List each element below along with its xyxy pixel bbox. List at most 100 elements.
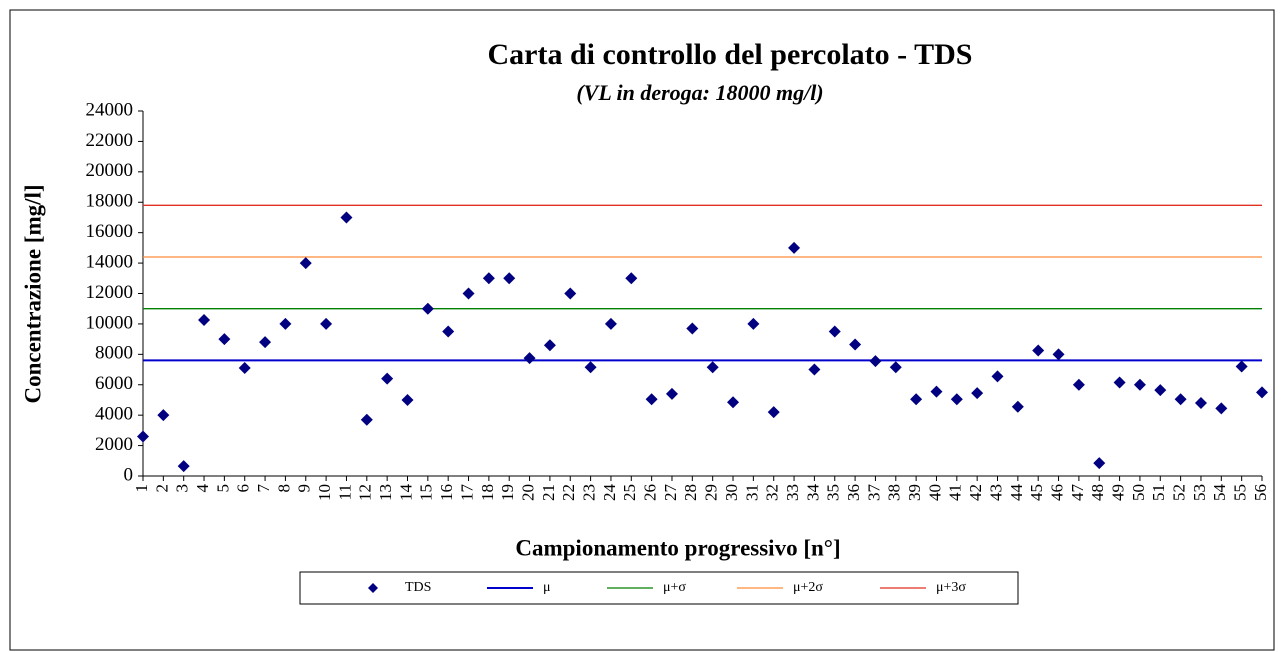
data-point bbox=[604, 317, 617, 330]
data-point bbox=[625, 272, 638, 285]
y-tick-label: 16000 bbox=[86, 221, 134, 242]
x-tick-label: 34 bbox=[803, 484, 822, 502]
x-tick-label: 4 bbox=[193, 484, 212, 493]
x-tick-label: 3 bbox=[173, 484, 192, 493]
legend-marker bbox=[368, 583, 378, 593]
data-point bbox=[788, 241, 801, 254]
data-point bbox=[299, 257, 312, 270]
data-point bbox=[482, 272, 495, 285]
x-tick-label: 55 bbox=[1231, 484, 1250, 501]
data-point bbox=[747, 317, 760, 330]
x-tick-label: 14 bbox=[396, 484, 415, 502]
data-point bbox=[462, 287, 475, 300]
data-point bbox=[1072, 378, 1085, 391]
x-tick-label: 49 bbox=[1108, 484, 1127, 501]
x-tick-label: 1 bbox=[132, 484, 151, 493]
x-tick-label: 8 bbox=[274, 484, 293, 493]
x-tick-label: 27 bbox=[661, 484, 680, 502]
x-tick-label: 36 bbox=[844, 484, 863, 501]
x-tick-label: 20 bbox=[518, 484, 537, 501]
y-tick-label: 14000 bbox=[86, 251, 134, 272]
x-tick-label: 25 bbox=[620, 484, 639, 501]
x-tick-label: 53 bbox=[1190, 484, 1209, 501]
data-point bbox=[727, 396, 740, 409]
x-tick-label: 54 bbox=[1210, 484, 1229, 502]
data-point bbox=[584, 361, 597, 374]
x-tick-label: 43 bbox=[986, 484, 1005, 501]
data-point bbox=[564, 287, 577, 300]
x-tick-label: 38 bbox=[885, 484, 904, 501]
data-point bbox=[279, 317, 292, 330]
y-tick-label: 4000 bbox=[95, 404, 133, 425]
y-tick-label: 18000 bbox=[86, 191, 134, 212]
x-tick-label: 10 bbox=[315, 484, 334, 501]
x-tick-label: 5 bbox=[213, 484, 232, 493]
x-tick-label: 26 bbox=[641, 484, 660, 501]
legend-label: μ bbox=[543, 580, 551, 595]
data-point bbox=[523, 352, 536, 365]
data-point bbox=[1235, 360, 1248, 373]
data-point bbox=[503, 272, 516, 285]
x-tick-label: 28 bbox=[681, 484, 700, 501]
x-tick-label: 44 bbox=[1007, 483, 1026, 501]
x-tick-label: 12 bbox=[356, 484, 375, 501]
data-point bbox=[1256, 386, 1268, 399]
data-point bbox=[950, 393, 963, 406]
x-tick-label: 41 bbox=[946, 484, 965, 501]
data-point bbox=[381, 372, 394, 385]
legend-label: μ+2σ bbox=[793, 580, 823, 595]
x-tick-label: 31 bbox=[742, 484, 761, 501]
data-point bbox=[706, 361, 719, 374]
data-point bbox=[1215, 402, 1228, 415]
data-point bbox=[1174, 393, 1187, 406]
x-tick-label: 39 bbox=[905, 484, 924, 501]
data-point bbox=[808, 363, 821, 376]
x-tick-label: 6 bbox=[234, 484, 253, 493]
data-point bbox=[157, 409, 170, 422]
x-tick-label: 47 bbox=[1068, 484, 1087, 502]
data-point bbox=[1093, 457, 1106, 470]
data-point bbox=[198, 313, 211, 326]
y-axis-title: Concentrazione [mg/l] bbox=[20, 184, 45, 403]
data-point bbox=[1052, 348, 1065, 361]
x-tick-label: 16 bbox=[437, 484, 456, 501]
y-tick-label: 22000 bbox=[86, 130, 134, 151]
data-point bbox=[930, 385, 943, 398]
x-tick-label: 13 bbox=[376, 484, 395, 501]
chart-subtitle: (VL in deroga: 18000 mg/l) bbox=[576, 80, 823, 105]
chart-border bbox=[9, 9, 1275, 651]
x-tick-label: 40 bbox=[925, 484, 944, 501]
data-point bbox=[767, 406, 780, 419]
data-point bbox=[971, 387, 984, 400]
data-point bbox=[828, 325, 841, 338]
x-tick-label: 17 bbox=[457, 484, 476, 502]
x-tick-label: 33 bbox=[783, 484, 802, 501]
y-tick-label: 2000 bbox=[95, 434, 133, 455]
x-tick-label: 32 bbox=[763, 484, 782, 501]
x-tick-label: 56 bbox=[1251, 484, 1270, 501]
data-point bbox=[889, 361, 902, 374]
x-tick-label: 11 bbox=[335, 484, 354, 500]
data-point bbox=[686, 322, 699, 335]
data-point bbox=[1133, 378, 1146, 391]
data-point bbox=[991, 370, 1004, 383]
data-point bbox=[340, 211, 353, 224]
y-tick-label: 24000 bbox=[86, 99, 134, 120]
legend-label: μ+σ bbox=[663, 580, 686, 595]
x-axis-title: Campionamento progressivo [n°] bbox=[515, 535, 840, 560]
y-tick-label: 10000 bbox=[86, 312, 134, 333]
y-tick-label: 12000 bbox=[86, 282, 134, 303]
data-point bbox=[665, 387, 678, 400]
data-point bbox=[360, 413, 373, 426]
legend-label: TDS bbox=[405, 580, 431, 595]
data-point bbox=[1113, 376, 1126, 389]
data-point bbox=[543, 339, 556, 352]
x-tick-label: 29 bbox=[702, 484, 721, 501]
data-point bbox=[259, 336, 272, 349]
data-point bbox=[320, 317, 333, 330]
data-point bbox=[238, 362, 251, 375]
x-tick-label: 46 bbox=[1047, 484, 1066, 501]
data-point bbox=[401, 393, 414, 406]
data-point bbox=[849, 338, 862, 351]
